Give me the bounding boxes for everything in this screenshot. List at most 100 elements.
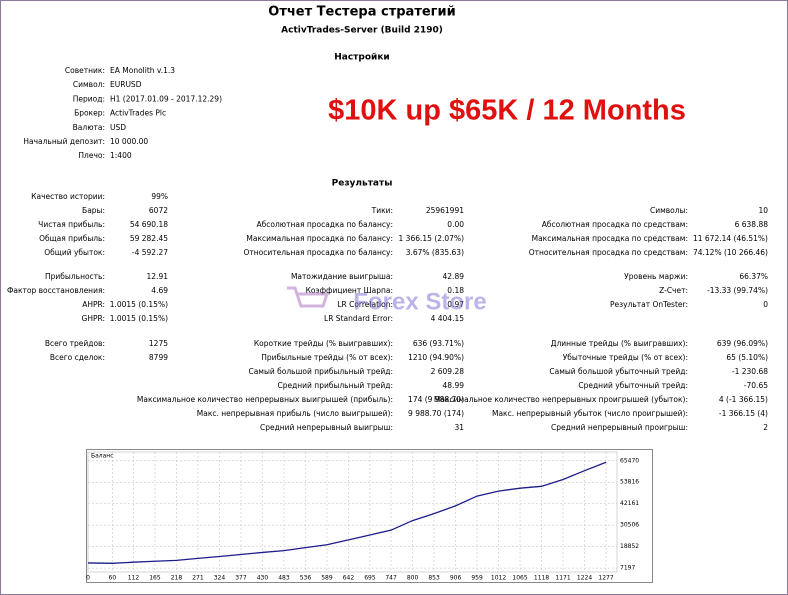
title: Отчет Тестера стратегий [268, 5, 455, 20]
x-tick-label: 430 [257, 575, 269, 582]
watermark: Forex Store [353, 288, 486, 315]
result-label: Средний убыточный трейд: [578, 381, 688, 390]
x-tick-label: 60 [109, 575, 117, 582]
result-label: Макс. непрерывный убыток (число проигрыш… [492, 409, 688, 418]
x-tick-label: 642 [343, 575, 355, 582]
result-label: AHPR: [82, 300, 105, 309]
result-value: -1 230.68 [732, 367, 768, 376]
x-tick-label: 695 [364, 575, 376, 582]
result-label: Самый большой убыточный трейд: [549, 367, 688, 376]
y-tick-label: 18852 [620, 543, 639, 550]
y-tick-label: 30506 [620, 522, 639, 529]
y-tick-label: 42161 [620, 500, 639, 507]
result-label: Короткие трейды (% выигравших): [254, 339, 393, 348]
x-tick-label: 853 [428, 575, 440, 582]
result-value: 6 638.88 [735, 220, 769, 229]
y-tick-label: 7197 [620, 565, 635, 572]
result-label: Всего сделок: [50, 353, 105, 362]
result-value: 9 988.70 (174) [408, 409, 464, 418]
result-label: Общая прибыль: [39, 234, 105, 243]
result-value: 0.97 [447, 300, 464, 309]
x-tick-label: 483 [278, 575, 290, 582]
result-label: Всего трейдов: [45, 339, 105, 348]
result-value: 3.67% (835.63) [406, 248, 464, 257]
result-label: Средний непрерывный проигрыш: [551, 423, 688, 432]
result-value: 0.18 [447, 286, 464, 295]
setting-label: Период: [73, 94, 105, 103]
result-value: 2 [763, 423, 768, 432]
result-label: Самый большой прибыльный трейд: [248, 367, 393, 376]
x-tick-label: 377 [235, 575, 247, 582]
result-value: 0.00 [447, 220, 464, 229]
result-value: 10 [758, 206, 768, 215]
x-tick-label: 112 [128, 575, 140, 582]
result-value: 11 672.14 (46.51%) [693, 234, 768, 243]
result-value: 1 366.15 (2.07%) [399, 234, 465, 243]
result-value: 639 (96.09%) [717, 339, 768, 348]
setting-label: Валюта: [73, 123, 105, 132]
result-label: LR Correlation: [337, 300, 393, 309]
setting-label: Брокер: [74, 109, 105, 118]
result-label: Матожидание выигрыша: [291, 272, 393, 281]
result-value: 8799 [149, 353, 168, 362]
plot-area [87, 451, 618, 573]
watermark-icon [287, 286, 330, 308]
settings-heading: Настройки [334, 53, 390, 63]
result-label: Результат OnTester: [610, 300, 688, 309]
x-tick-label: 906 [450, 575, 462, 582]
result-value: 0 [763, 300, 768, 309]
x-tick-label: 1012 [491, 575, 506, 582]
chart: 7197 18852 30506 42161 53816 65470 0 60 112 165 21… [86, 452, 639, 582]
result-label: Средний непрерывный выигрыш: [260, 423, 393, 432]
result-label: Убыточные трейды (% от всех): [563, 353, 688, 362]
result-label: Прибыльность: [45, 272, 105, 281]
result-value: 174 (9 988.70) [408, 395, 464, 404]
result-value: 59 282.45 [130, 234, 168, 243]
result-label: Фактор восстановления: [7, 286, 105, 295]
result-label: Тики: [371, 206, 393, 215]
x-tick-label: 271 [192, 575, 204, 582]
chart-title: Баланс [91, 453, 114, 460]
setting-label: Символ: [73, 80, 105, 89]
result-label: Макс. непрерывная прибыль (число выигрыш… [197, 409, 393, 418]
results-heading: Результаты [332, 179, 393, 189]
result-label: Максимальная просадка по балансу: [246, 234, 393, 243]
result-label: Символы: [650, 206, 688, 215]
y-tick-label: 65470 [620, 457, 639, 464]
result-label: Z-Счет: [659, 286, 688, 295]
result-value: 636 (93.71%) [413, 339, 464, 348]
x-tick-label: 0 [86, 575, 90, 582]
setting-label: Начальный депозит: [23, 137, 105, 146]
result-label: Чистая прибыль: [38, 220, 105, 229]
x-tick-label: 589 [321, 575, 333, 582]
result-value: 42.89 [443, 272, 465, 281]
result-value: 1210 (94.90%) [408, 353, 464, 362]
result-label: Максимальная просадка по средствам: [532, 234, 688, 243]
x-tick-label: 1065 [512, 575, 527, 582]
result-label: Бары: [82, 206, 105, 215]
result-value: 66.37% [739, 272, 768, 281]
x-tick-label: 959 [471, 575, 483, 582]
result-value: 25961991 [426, 206, 464, 215]
result-value: 12.91 [147, 272, 169, 281]
x-tick-label: 324 [214, 575, 226, 582]
result-label: Относительная просадка по балансу: [243, 248, 393, 257]
result-label: Максимальное количество непрерывных прои… [434, 395, 688, 404]
result-value: 6072 [149, 206, 168, 215]
result-value: 4 404.15 [431, 314, 465, 323]
result-value: 1.0015 (0.15%) [110, 300, 168, 309]
result-label: Абсолютная просадка по балансу: [257, 220, 394, 229]
result-value: 74.12% (10 266.46) [693, 248, 768, 257]
y-tick-label: 53816 [620, 479, 639, 486]
setting-value: ActivTrades Plc [110, 109, 166, 118]
result-value: -1 366.15 (4) [719, 409, 768, 418]
result-value: 1275 [149, 339, 168, 348]
result-label: Длинные трейды (% выигравших): [551, 339, 688, 348]
result-label: Максимальное количество непрерывных выиг… [137, 395, 393, 404]
result-value: 54 690.18 [130, 220, 168, 229]
result-label: GHPR: [82, 314, 105, 323]
result-value: -13.33 (99.74%) [707, 286, 768, 295]
result-label: Относительная просадка по средствам: [529, 248, 688, 257]
